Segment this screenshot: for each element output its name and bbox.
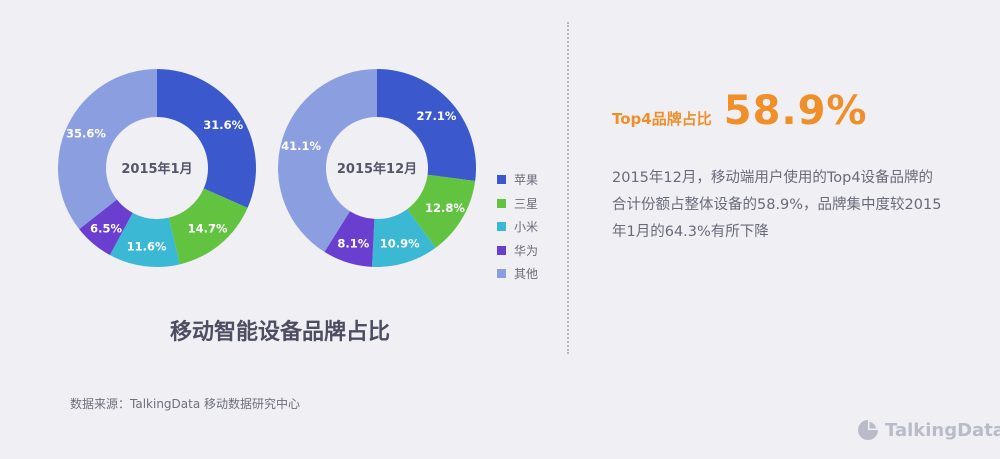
slice-label-apple: 27.1% [416,109,456,123]
chart-caption: 移动智能设备品牌占比 [169,320,390,345]
brand-logo: TalkingData [857,419,1000,441]
slice-label-huawei: 6.5% [90,221,122,235]
description-text: 2015年12月，移动端用户使用的Top4设备品牌的合计份额占整体设备的58.9… [612,170,942,240]
slice-label-xiaomi: 11.6% [127,239,167,253]
data-source: 数据来源：TalkingData 移动数据研究中心 [70,397,301,411]
legend-label: 其他 [514,267,539,282]
slice-samsung [407,174,476,248]
slice-apple [157,69,256,208]
legend-item-apple: 苹果 [497,168,538,192]
legend-item-xiaomi: 小米 [497,215,538,239]
donut-center-label: 2015年1月 [121,161,192,177]
slice-huawei [79,199,133,256]
brand-name: TalkingData [885,419,1000,441]
slice-other [278,69,377,252]
dotted-divider [567,22,569,354]
slice-label-apple: 31.6% [203,118,243,132]
slice-label-xiaomi: 10.9% [380,237,420,251]
slice-label-other: 35.6% [66,126,106,140]
slice-label-samsung: 14.7% [188,222,228,236]
slice-label-other: 41.1% [281,139,321,153]
legend-label: 三星 [514,196,539,211]
slice-label-samsung: 12.8% [425,201,465,215]
legend-swatch [497,175,506,185]
legend-item-samsung: 三星 [497,192,538,216]
headline-label: Top4品牌占比 [612,110,712,128]
legend-label: 小米 [514,220,539,235]
legend-item-huawei: 华为 [497,239,538,263]
legend: 苹果 三星 小米 华为 其他 [497,168,538,286]
donut-charts: 31.6% 14.7% 11.6% 6.5% 35.6% 2015年1月 27.1% 12.8… [58,69,476,268]
legend-label: 华为 [514,243,539,258]
pie-logo-icon [858,420,878,440]
headline: Top4品牌占比 58.9% [612,88,868,134]
slice-huawei [324,211,375,267]
slice-label-huawei: 8.1% [337,236,369,250]
legend-swatch [497,198,506,208]
legend-swatch [497,245,506,255]
donut-center-label: 2015年12月 [337,161,417,177]
slice-apple [377,69,476,182]
slice-other [58,69,158,230]
legend-swatch [497,269,506,279]
headline-value: 58.9% [723,88,868,134]
slice-samsung [168,188,248,265]
legend-label: 苹果 [514,173,539,188]
slice-xiaomi [372,209,436,268]
slice-xiaomi [109,212,180,267]
legend-item-other: 其他 [497,262,538,286]
legend-swatch [497,222,506,232]
